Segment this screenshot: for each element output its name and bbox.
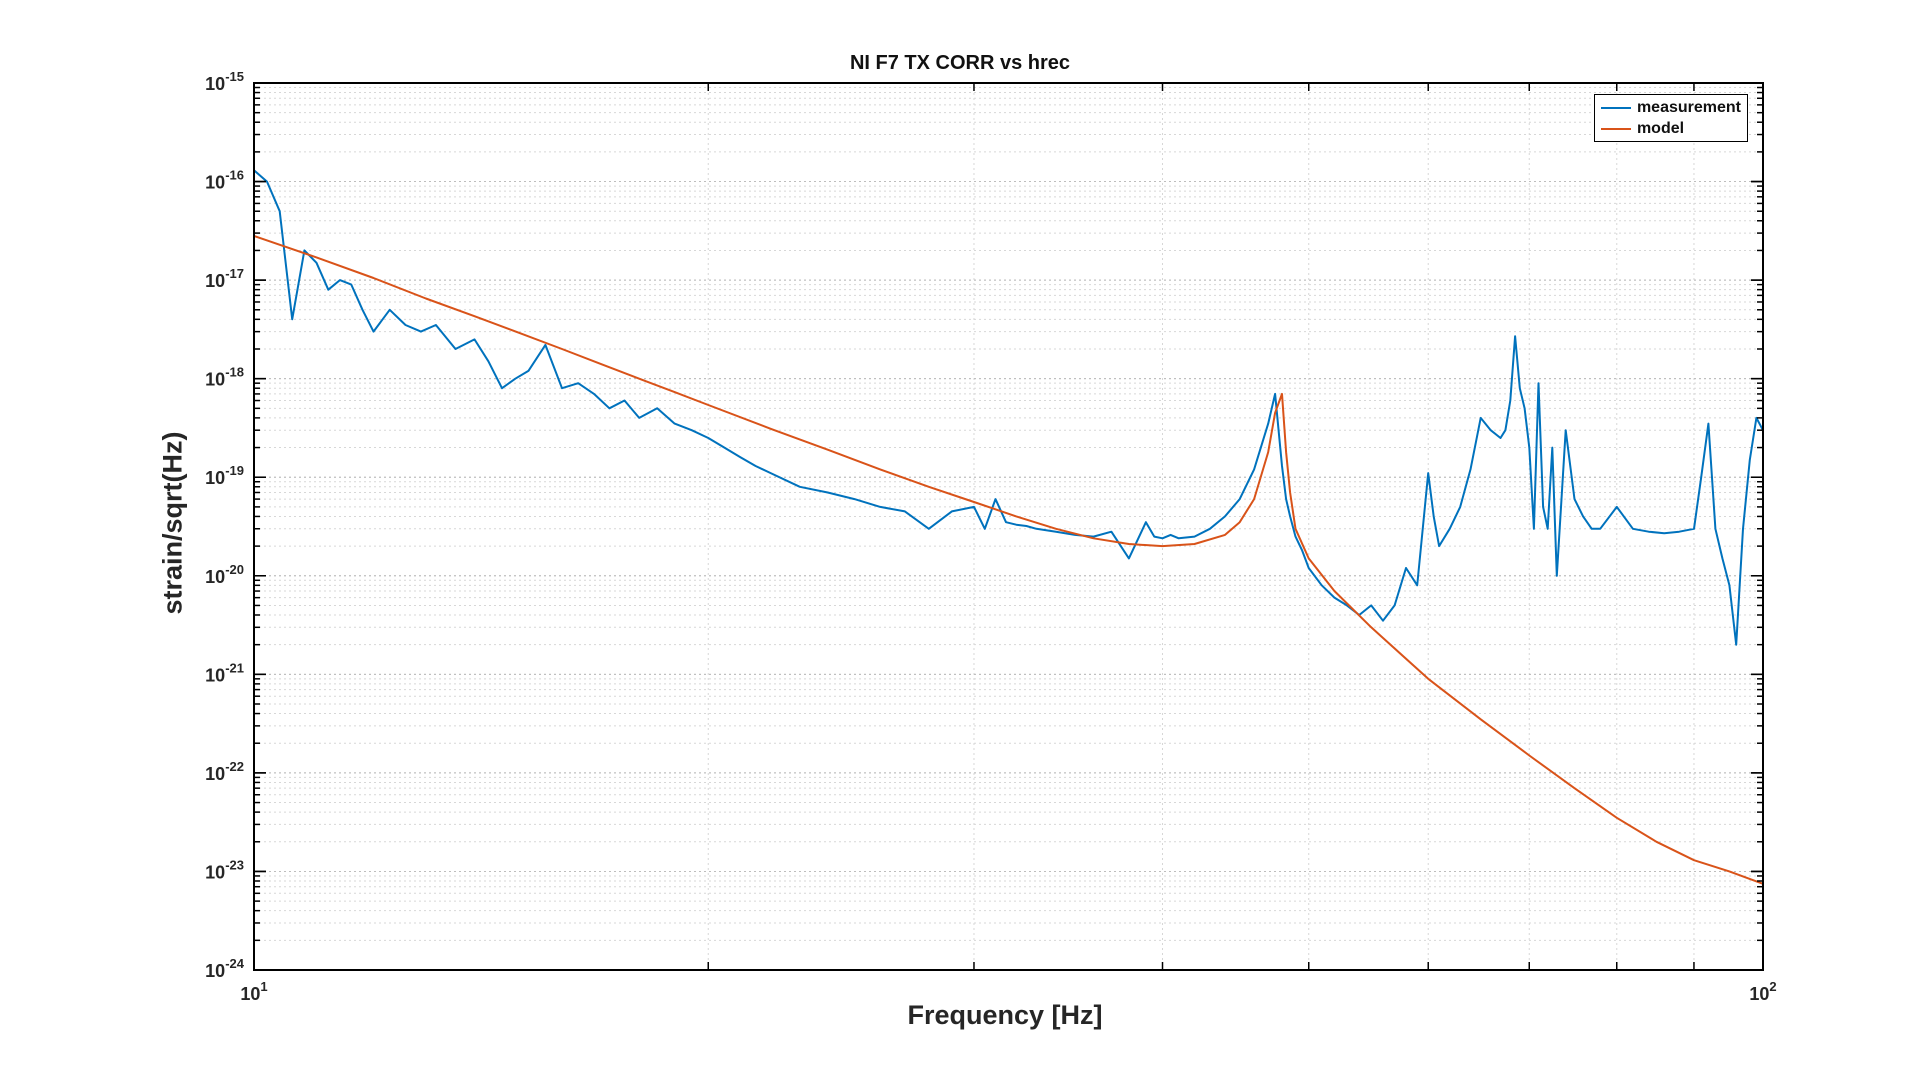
legend-swatch-measurement bbox=[1600, 106, 1631, 109]
y-tick-label: 10-22 bbox=[205, 759, 244, 784]
legend-item-model: model bbox=[1600, 118, 1741, 139]
series-line-model bbox=[254, 235, 1763, 885]
y-tick-label: 10-15 bbox=[205, 69, 244, 94]
grid bbox=[253, 82, 1764, 971]
y-axis-label: strain/sqrt(Hz) bbox=[157, 431, 188, 615]
series-line-measurement bbox=[254, 169, 1763, 646]
y-tick-label: 10-17 bbox=[205, 266, 244, 291]
x-tick-label: 102 bbox=[1749, 979, 1776, 1004]
legend-swatch-model bbox=[1600, 127, 1631, 130]
legend-label-model: model bbox=[1636, 119, 1685, 137]
legend: measurement model bbox=[1593, 94, 1748, 142]
x-tick-label: 101 bbox=[240, 979, 267, 1004]
legend-label-measurement: measurement bbox=[1636, 98, 1741, 116]
legend-item-measurement: measurement bbox=[1600, 97, 1741, 118]
y-tick-label: 10-19 bbox=[205, 463, 244, 488]
y-tick-label: 10-23 bbox=[205, 857, 244, 882]
series-layer bbox=[254, 169, 1763, 885]
y-tick-label: 10-20 bbox=[205, 562, 244, 587]
chart-title: NI F7 TX CORR vs hrec bbox=[849, 52, 1071, 74]
y-tick-label: 10-16 bbox=[205, 168, 244, 193]
x-axis-label: Frequency [Hz] bbox=[907, 1000, 1103, 1030]
y-tick-label: 10-24 bbox=[205, 956, 245, 981]
ticks bbox=[253, 82, 1764, 971]
y-tick-label: 10-18 bbox=[205, 365, 244, 390]
tick-labels: 10-15 10-16 10-17 10-18 10-19 10-20 10-21 10-22… bbox=[205, 69, 1776, 1004]
y-tick-label: 10-21 bbox=[205, 660, 244, 685]
axes-box bbox=[253, 82, 1764, 971]
